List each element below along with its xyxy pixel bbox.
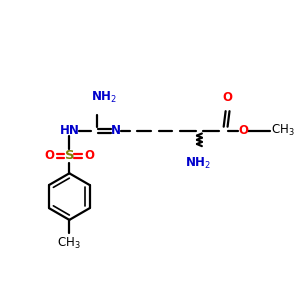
Text: CH$_3$: CH$_3$ [271,123,295,138]
Text: O: O [238,124,248,137]
Text: O: O [44,149,54,162]
Text: O: O [85,149,95,162]
Text: O: O [223,92,232,104]
Text: NH$_2$: NH$_2$ [92,90,117,105]
Text: CH$_3$: CH$_3$ [58,236,81,250]
Text: NH$_2$: NH$_2$ [184,156,210,171]
Text: N: N [111,124,121,137]
Text: HN: HN [59,124,79,137]
Text: S: S [64,149,74,162]
